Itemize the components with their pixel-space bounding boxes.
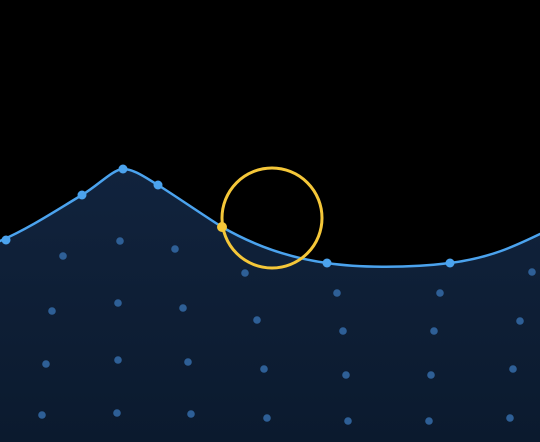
- grid-dot: [241, 269, 249, 277]
- grid-dot: [171, 245, 179, 253]
- grid-dot: [425, 417, 433, 425]
- curve-vertices: [1, 164, 455, 268]
- grid-dot: [42, 360, 50, 368]
- grid-dot: [427, 371, 435, 379]
- background-dot-grid: [38, 237, 536, 425]
- wave-curve[interactable]: [0, 167, 540, 268]
- grid-dot: [436, 289, 444, 297]
- grid-dot: [116, 237, 124, 245]
- grid-dot: [114, 299, 122, 307]
- grid-dot: [253, 316, 261, 324]
- curve-vertex[interactable]: [1, 235, 11, 245]
- grid-dot: [59, 252, 67, 260]
- wave-filled-area: [0, 169, 540, 442]
- grid-dot: [509, 365, 517, 373]
- grid-dot: [184, 358, 192, 366]
- grid-dot: [260, 365, 268, 373]
- grid-dot: [342, 371, 350, 379]
- curve-vertex[interactable]: [153, 180, 163, 190]
- grid-dot: [263, 414, 271, 422]
- grid-dot: [516, 317, 524, 325]
- grid-dot: [506, 414, 514, 422]
- grid-dot: [114, 356, 122, 364]
- grid-dot: [339, 327, 347, 335]
- grid-dot: [430, 327, 438, 335]
- grid-dot: [333, 289, 341, 297]
- curve-vertex[interactable]: [77, 190, 87, 200]
- grid-dot: [179, 304, 187, 312]
- curve-vertex[interactable]: [118, 164, 128, 174]
- grid-dot: [187, 410, 195, 418]
- curve-vertex[interactable]: [322, 258, 332, 268]
- grid-dot: [344, 417, 352, 425]
- grid-dot: [38, 411, 46, 419]
- grid-dot: [113, 409, 121, 417]
- selection-ring[interactable]: [220, 166, 324, 270]
- grid-dot: [48, 307, 56, 315]
- selected-vertex-handle[interactable]: [217, 222, 227, 232]
- curve-vertex[interactable]: [445, 258, 455, 268]
- grid-dot: [528, 268, 536, 276]
